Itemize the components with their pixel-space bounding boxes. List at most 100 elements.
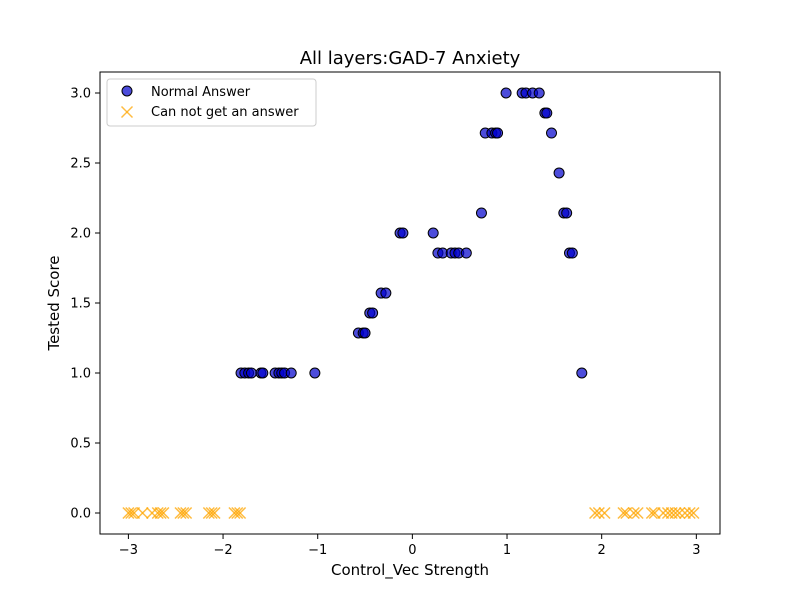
data-point-normal-answer (380, 287, 392, 299)
x-marker-stroke (687, 506, 700, 520)
data-point-no-answer (617, 506, 630, 520)
data-point-normal-answer (245, 367, 257, 379)
x-marker-stroke (673, 506, 686, 520)
y-tick-label: 3.0 (70, 87, 91, 102)
x-marker-stroke (678, 506, 692, 520)
data-point-no-answer (180, 506, 193, 520)
x-marker-stroke (589, 506, 602, 520)
x-marker-stroke (631, 506, 644, 520)
data-point-no-answer (228, 506, 241, 520)
x-marker-stroke (645, 506, 658, 520)
x-marker-stroke (125, 506, 138, 520)
x-marker-stroke (669, 506, 682, 520)
x-tick-label: 0 (408, 543, 416, 558)
y-axis-label: Tested Score (45, 255, 63, 351)
data-point-normal-answer (285, 367, 297, 379)
data-point-no-answer (598, 506, 611, 520)
y-ticks: 0.0 0.5 1.0 1.5 2.0 2.5 3.0 (70, 87, 100, 522)
data-point-normal-answer (460, 247, 472, 259)
data-point-no-answer (231, 506, 244, 520)
x-marker-stroke (592, 506, 605, 520)
data-point-no-answer (146, 506, 159, 520)
data-point-normal-answer (566, 247, 578, 259)
data-point-no-answer (592, 506, 605, 520)
x-marker-stroke (136, 506, 149, 520)
data-point-no-answer (177, 506, 190, 520)
x-marker-stroke (205, 506, 218, 520)
x-marker-stroke (128, 506, 141, 520)
y-tick-label: 1.0 (70, 367, 91, 382)
x-marker-stroke (177, 506, 190, 520)
data-point-no-answer (208, 506, 221, 520)
data-point-normal-answer (427, 227, 439, 239)
data-point-no-answer (151, 506, 164, 520)
data-point-no-answer (125, 506, 138, 520)
data-point-normal-answer (359, 327, 371, 339)
y-tick-label: 0.5 (70, 437, 91, 452)
data-point-no-answer (669, 506, 682, 520)
data-point-no-answer (631, 506, 644, 520)
x-marker-stroke (234, 506, 247, 520)
x-axis-label: Control_Vec Strength (331, 561, 489, 580)
x-tick-label: 1 (503, 543, 511, 558)
data-point-normal-answer (367, 307, 379, 319)
data-point-normal-answer (309, 367, 321, 379)
data-point-normal-answer (492, 127, 504, 139)
x-marker-stroke (627, 506, 640, 520)
data-point-no-answer (678, 506, 692, 520)
data-point-no-answer (627, 506, 640, 520)
data-point-no-answer (645, 506, 658, 520)
legend-no-answer-marker (120, 105, 134, 119)
x-tick-label: 3 (692, 543, 700, 558)
data-point-no-answer (205, 506, 218, 520)
x-marker-stroke (208, 506, 221, 520)
data-point-normal-answer (397, 227, 409, 239)
data-point-normal-answer (553, 167, 565, 179)
legend: Normal Answer Can not get an answer (106, 78, 317, 127)
data-point-no-answer (136, 506, 149, 520)
data-point-no-answer (673, 506, 686, 520)
data-point-no-answer (234, 506, 247, 520)
x-marker-stroke (657, 506, 670, 520)
legend-no-answer-label: Can not get an answer (151, 105, 299, 120)
y-tick-label: 1.5 (70, 297, 91, 312)
x-tick-label: −3 (119, 543, 138, 558)
plot-area (100, 72, 720, 534)
points-layer (122, 87, 700, 520)
x-tick-label: 2 (598, 543, 606, 558)
x-marker-stroke (228, 506, 241, 520)
y-tick-label: 0.0 (70, 507, 91, 522)
data-point-normal-answer (257, 367, 269, 379)
data-point-normal-answer (500, 87, 512, 99)
data-point-normal-answer (561, 207, 573, 219)
data-point-no-answer (589, 506, 602, 520)
data-point-normal-answer (541, 107, 553, 119)
x-marker-stroke (174, 506, 187, 520)
legend-normal-marker (121, 85, 133, 97)
x-marker-stroke (154, 506, 167, 520)
data-point-no-answer (157, 506, 170, 520)
x-marker-stroke (648, 506, 661, 520)
x-marker-stroke (598, 506, 611, 520)
data-point-no-answer (683, 506, 696, 520)
data-point-no-answer (648, 506, 661, 520)
data-point-no-answer (128, 506, 141, 520)
legend-normal-label: Normal Answer (151, 85, 251, 100)
x-tick-label: −2 (213, 543, 232, 558)
data-point-no-answer (657, 506, 670, 520)
x-marker-stroke (202, 506, 215, 520)
chart-title: All layers:GAD-7 Anxiety (300, 48, 521, 69)
data-point-normal-answer (576, 367, 588, 379)
x-tick-label: −1 (308, 543, 327, 558)
data-point-no-answer (687, 506, 700, 520)
x-ticks: −3 −2 −1 0 1 2 3 (119, 534, 700, 558)
data-point-no-answer (154, 506, 167, 520)
x-marker-stroke (151, 506, 164, 520)
y-tick-label: 2.5 (70, 157, 91, 172)
data-point-normal-answer (546, 127, 558, 139)
x-marker-stroke (122, 506, 135, 520)
data-point-no-answer (202, 506, 215, 520)
data-point-no-answer (174, 506, 187, 520)
x-marker-stroke (157, 506, 170, 520)
data-point-normal-answer (533, 87, 545, 99)
